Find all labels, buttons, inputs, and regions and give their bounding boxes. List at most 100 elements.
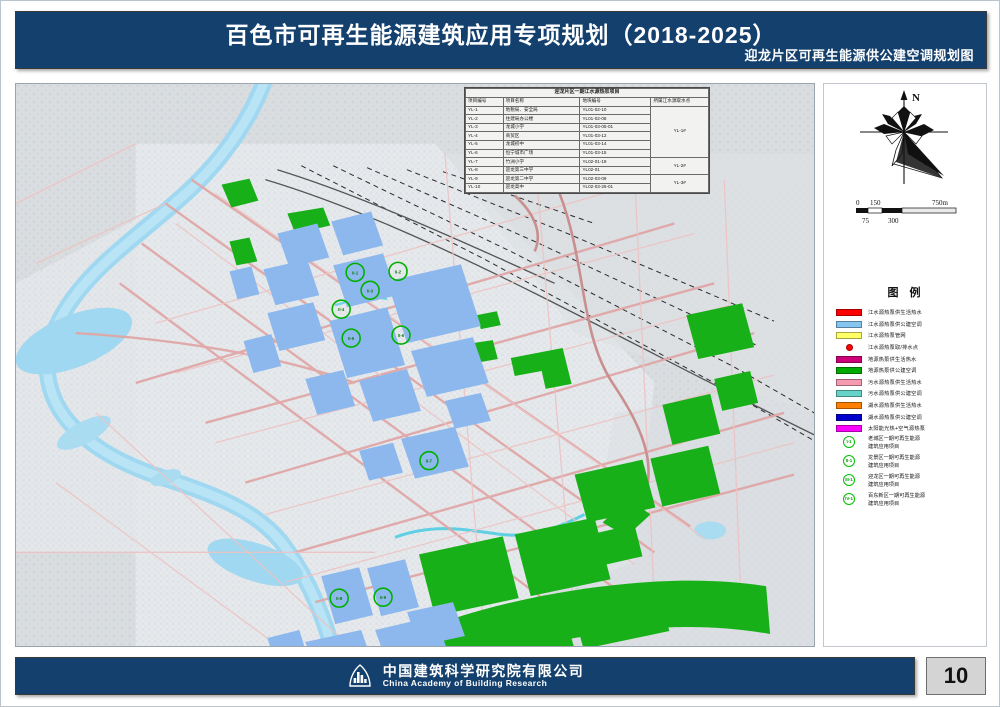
legend-dot-wrap [836, 344, 862, 352]
cell-code: YL-6 [465, 148, 504, 159]
col-header-code: 项目编号 [465, 97, 504, 107]
cell-code: YL-5 [465, 139, 504, 150]
legend-item-baidong-phase1: IV-1 百东新区一期可再生能源 建筑应用项目 [836, 492, 988, 511]
legend-item-ground-source-heatpump-ac: 地源热泵供公建空调 [836, 365, 988, 377]
cell-name: 迎龙高中 [502, 182, 581, 193]
svg-text:II-8: II-8 [336, 596, 343, 601]
project-table: 迎龙片区一期江水源热泵项目 项目编号 项目名称 地块编号 所属江水源取水点 YL… [464, 87, 710, 194]
cell-name: 住建局办公楼 [502, 114, 581, 124]
legend-label: 江水源热泵供公建空调 [868, 321, 922, 328]
svg-text:II-2: II-2 [395, 269, 402, 274]
table-row: YL-7 竹洲小学 YL02-01-19 YL-2# [465, 157, 709, 176]
cell-name: 迎龙第三中学 [502, 165, 581, 176]
cell-name: 竹洲小学 [502, 157, 581, 167]
project-marker-icon: I-1 [843, 435, 855, 448]
legend-item-solar-air-source-heatpump: 太阳能光热+空气源热泵 [836, 423, 988, 435]
project-marker-icon: II-1 [843, 454, 855, 467]
scale-label-75: 75 [862, 217, 870, 225]
cell-parcel: YL01-03-12 [579, 131, 652, 141]
legend-title: 图 例 [887, 287, 925, 299]
legend-item-sewage-source-heatpump-ac: 污水源热泵供公建空调 [836, 388, 988, 400]
legend-item-lake-source-heatpump-ac: 湖水源热泵供公建空调 [836, 411, 988, 423]
legend-item-lake-source-heatpump-hotwater: 湖水源热泵供生活热水 [836, 400, 988, 412]
legend-label-line2: 建筑应用项目 [868, 482, 900, 489]
svg-text:II-1: II-1 [352, 270, 359, 275]
legend-swatch-yellow [836, 332, 862, 340]
svg-text:N: N [912, 92, 920, 104]
cell-source-group: YL-2# [650, 157, 709, 176]
page-title: 百色市可再生能源建筑应用专项规划（2018-2025） [225, 22, 777, 48]
map-marker-group: II-1 II-2 II-3 II-4 [329, 261, 439, 608]
legend-label-line2: 建筑应用项目 [868, 501, 900, 508]
legend-item-river-intake-point: 江水源热泵取/排水点 [836, 342, 988, 354]
svg-text:II-3: II-3 [367, 288, 374, 293]
legend-item-oldtown-phase1: I-1 老城区一期可再生能源 建筑应用项目 [836, 435, 988, 454]
cell-code: YL-4 [465, 131, 504, 141]
legend-swatch-magenta [836, 355, 862, 363]
title-bar: 百色市可再生能源建筑应用专项规划（2018-2025） 迎龙片区可再生能源供公建… [15, 11, 987, 69]
legend-swatch-lightblue [836, 320, 862, 328]
cell-name: 地税局、安全局 [502, 105, 581, 116]
legend-item-sewage-source-heatpump-hotwater: 污水源热泵供生活热水 [836, 377, 988, 389]
legend-swatch-pink [836, 378, 862, 386]
legend-label-line1: 老城区一期可再生能源 [868, 435, 920, 442]
legend-label-line1: 龙景区一期可再生能源 [868, 454, 920, 461]
col-header-name: 项目名称 [502, 97, 581, 107]
scale-label-150: 150 [870, 199, 881, 207]
cell-name: 龙城小学 [502, 122, 581, 133]
legend-swatch-orange [836, 402, 862, 410]
scale-label-0: 0 [856, 199, 860, 207]
legend-label: 迎龙区一期可再生能源 建筑应用项目 [868, 473, 920, 490]
cell-code: YL-2 [465, 114, 504, 124]
legend-label: 龙景区一期可再生能源 建筑应用项目 [868, 454, 920, 471]
legend-label: 湖水源热泵供生活热水 [868, 403, 922, 410]
project-marker-icon: III-1 [843, 473, 855, 486]
table-row: YL-1 地税局、安全局 YL01-02-10 YL-1# [465, 105, 709, 159]
legend-label: 湖水源热泵供公建空调 [868, 414, 922, 421]
col-header-source: 所属江水源取水点 [650, 97, 709, 107]
legend-item-ground-source-heatpump-hotwater: 地源热泵供生活热水 [836, 353, 988, 365]
legend-swatch-red [836, 309, 862, 317]
legend-label: 百东新区一期可再生能源 建筑应用项目 [868, 492, 925, 509]
cell-parcel: YL02-01 [579, 165, 652, 176]
cell-parcel: YL02-01-19 [579, 157, 652, 167]
company-name-en: China Academy of Building Research [382, 677, 548, 688]
company-name-cn: 中国建筑科学研究院有限公司 [382, 663, 585, 680]
cell-parcel: YL01-03-05-01 [579, 122, 652, 133]
legend-label-line2: 建筑应用项目 [868, 444, 900, 451]
svg-text:II-5: II-5 [348, 336, 355, 341]
side-panel: N 0 [823, 83, 987, 647]
table-row: YL-9 迎龙第二中学 YL02-03-09 YL-3# [465, 174, 709, 193]
scale-label-300: 300 [888, 217, 899, 225]
legend-circle-wrap: I-1 [836, 435, 862, 448]
svg-text:II-4: II-4 [338, 307, 345, 312]
scale-bar: 0 150 750m 75 300 [850, 196, 966, 226]
svg-text:II-6: II-6 [398, 333, 405, 338]
legend-item-longjing-phase1: II-1 龙景区一期可再生能源 建筑应用项目 [836, 454, 988, 473]
legend-label: 老城区一期可再生能源 建筑应用项目 [868, 435, 920, 452]
cell-source-group: YL-1# [650, 105, 709, 159]
page-subtitle: 迎龙片区可再生能源供公建空调规划图 [744, 48, 974, 63]
legend-swatch-blue [836, 413, 862, 421]
legend-swatch-green [836, 367, 862, 375]
compass-rose: N [824, 88, 988, 198]
col-header-parcel: 地块编号 [579, 97, 652, 107]
project-table-caption: 迎龙片区一期江水源热泵项目 [465, 88, 709, 98]
cell-code: YL-8 [465, 165, 504, 176]
cell-code: YL-1 [465, 105, 504, 116]
legend-circle-wrap: II-1 [836, 454, 862, 467]
cell-parcel: YL02-03-26-01 [579, 182, 652, 193]
legend-label: 江水源热泵取/排水点 [868, 345, 919, 352]
map-panel[interactable]: II-1 II-2 II-3 II-4 [15, 83, 815, 647]
page-number: 10 [926, 657, 986, 695]
legend-label: 江水源热泵管网 [868, 333, 906, 340]
svg-text:II-9: II-9 [380, 595, 387, 600]
legend-circle-wrap: IV-1 [836, 492, 862, 505]
legend-label: 江水源热泵供生活热水 [868, 310, 922, 317]
cell-name: 迎龙第二中学 [502, 174, 581, 184]
cell-parcel: YL01-03-15 [579, 148, 652, 159]
legend-label: 太阳能光热+空气源热泵 [868, 426, 926, 433]
project-marker-icon: IV-1 [843, 492, 855, 505]
cell-parcel: YL01-02-08 [579, 114, 652, 124]
legend-item-river-source-heatpump-hotwater: 江水源热泵供生活热水 [836, 307, 988, 319]
